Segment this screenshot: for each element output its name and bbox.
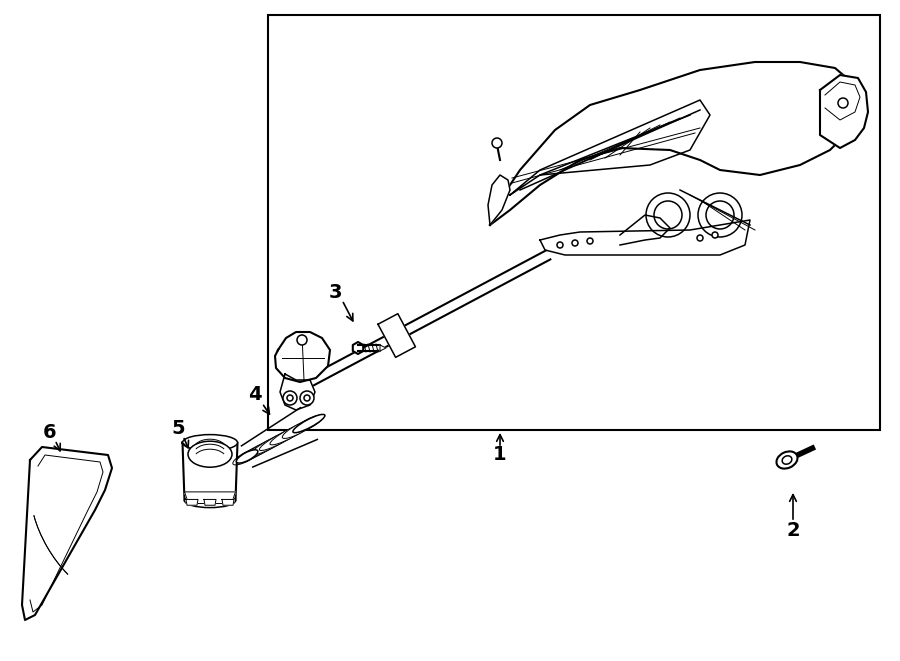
Polygon shape xyxy=(378,314,416,358)
Ellipse shape xyxy=(782,456,792,464)
Circle shape xyxy=(557,242,563,248)
Polygon shape xyxy=(222,500,234,505)
Ellipse shape xyxy=(188,441,232,467)
Circle shape xyxy=(838,98,848,108)
Polygon shape xyxy=(488,175,510,225)
Circle shape xyxy=(297,335,307,345)
Circle shape xyxy=(654,201,682,229)
Circle shape xyxy=(646,193,690,237)
Polygon shape xyxy=(184,492,236,504)
Polygon shape xyxy=(275,332,330,382)
Ellipse shape xyxy=(244,435,286,459)
Ellipse shape xyxy=(237,449,258,463)
Polygon shape xyxy=(204,500,216,505)
Text: 2: 2 xyxy=(787,520,800,539)
Ellipse shape xyxy=(233,448,261,465)
Ellipse shape xyxy=(292,414,325,433)
Bar xyxy=(268,15,880,430)
Polygon shape xyxy=(540,220,750,255)
Ellipse shape xyxy=(238,442,274,462)
Polygon shape xyxy=(820,75,868,148)
Ellipse shape xyxy=(283,418,318,438)
Circle shape xyxy=(587,238,593,244)
Ellipse shape xyxy=(183,434,238,451)
Ellipse shape xyxy=(777,451,797,469)
Circle shape xyxy=(698,193,742,237)
Text: 5: 5 xyxy=(171,418,184,438)
Text: 3: 3 xyxy=(328,282,342,301)
Polygon shape xyxy=(280,374,315,410)
Text: 4: 4 xyxy=(248,385,262,405)
Polygon shape xyxy=(353,342,364,354)
Circle shape xyxy=(492,138,502,148)
Ellipse shape xyxy=(250,430,297,455)
Text: 1: 1 xyxy=(493,446,507,465)
Circle shape xyxy=(287,395,293,401)
Polygon shape xyxy=(380,345,386,351)
Polygon shape xyxy=(186,500,198,505)
Circle shape xyxy=(706,201,734,229)
Circle shape xyxy=(283,391,297,405)
Circle shape xyxy=(697,235,703,241)
Circle shape xyxy=(300,391,314,405)
Ellipse shape xyxy=(184,494,236,508)
Ellipse shape xyxy=(259,425,305,451)
Circle shape xyxy=(572,240,578,246)
Text: 6: 6 xyxy=(43,422,57,442)
Polygon shape xyxy=(183,443,238,500)
Circle shape xyxy=(712,232,718,238)
Polygon shape xyxy=(490,62,860,225)
Polygon shape xyxy=(22,447,112,620)
Ellipse shape xyxy=(270,421,312,445)
Ellipse shape xyxy=(294,415,323,432)
Circle shape xyxy=(304,395,310,401)
